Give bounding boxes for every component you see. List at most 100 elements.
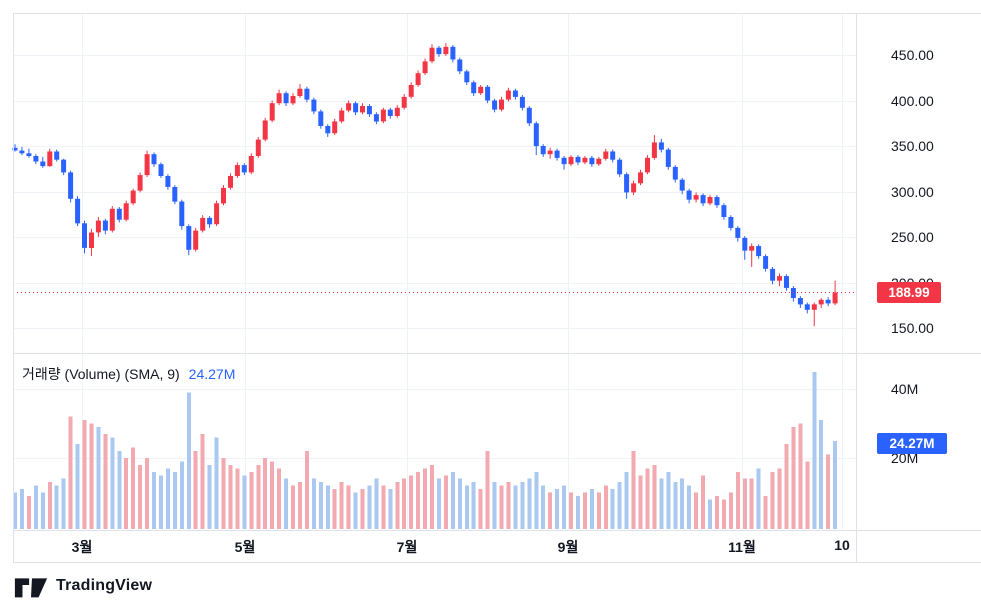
candle	[311, 97, 317, 115]
volume-bar	[548, 492, 553, 529]
volume-sma-badge-value: 24.27M	[889, 435, 935, 451]
candle	[464, 69, 470, 85]
candle	[742, 236, 748, 260]
tradingview-logo-link[interactable]: TradingView	[13, 574, 152, 598]
volume-bar	[374, 478, 379, 529]
candle	[519, 95, 525, 111]
volume-bar	[749, 478, 754, 529]
volume-bar	[235, 468, 240, 529]
volume-bar	[485, 451, 490, 529]
volume-bar	[54, 485, 59, 529]
candle	[818, 298, 824, 308]
volume-bar	[117, 451, 122, 529]
candle	[505, 87, 511, 102]
candle	[269, 100, 275, 123]
candle	[179, 199, 185, 230]
volume-bars	[13, 371, 838, 530]
candle	[82, 220, 87, 254]
volume-bar	[256, 464, 261, 529]
candle	[797, 296, 803, 308]
volume-bar	[506, 482, 511, 529]
volume-bar	[624, 471, 629, 529]
candle	[603, 148, 609, 161]
time-tick-label: 3월	[71, 539, 93, 555]
volume-bar	[499, 485, 504, 529]
volume-bar	[311, 478, 316, 529]
volume-bar	[701, 475, 706, 530]
candle	[61, 158, 67, 176]
candle	[645, 155, 650, 175]
candles	[12, 43, 838, 327]
candle	[248, 153, 254, 175]
time-tick-label: 7월	[396, 539, 418, 555]
pane-borders	[13, 13, 981, 563]
volume-bar	[562, 485, 567, 529]
volume-bar	[339, 482, 344, 529]
candle	[450, 45, 456, 63]
candle	[547, 147, 553, 159]
volume-bar	[277, 468, 282, 529]
candle	[554, 148, 560, 161]
volume-bar	[555, 489, 560, 529]
volume-bar	[138, 464, 143, 529]
candle	[40, 156, 46, 168]
candle	[825, 297, 831, 307]
candle	[47, 148, 53, 167]
candle	[255, 136, 261, 158]
volume-bar	[270, 461, 275, 529]
candle	[19, 146, 25, 156]
volume-bar	[228, 464, 233, 529]
candle	[693, 192, 699, 203]
price-tick-label: 450.00	[891, 47, 934, 63]
price-tick-label: 150.00	[891, 320, 934, 336]
candle	[158, 162, 164, 178]
volume-bar	[360, 489, 365, 529]
volume-bar	[193, 451, 198, 529]
volume-bar	[103, 433, 108, 529]
volume-bar	[242, 475, 247, 530]
volume-bar	[610, 489, 615, 529]
volume-indicator-legend[interactable]: 거래량 (Volume) (SMA, 9) 24.27M	[22, 364, 235, 384]
volume-bar	[318, 482, 323, 529]
candle	[624, 172, 630, 199]
volume-indicator-title[interactable]: 거래량 (Volume) (SMA, 9)	[22, 366, 180, 382]
candle	[790, 286, 796, 302]
volume-bar	[582, 492, 587, 529]
volume-bar	[332, 489, 337, 529]
volume-bar	[436, 478, 441, 529]
candle	[366, 104, 372, 117]
candle	[75, 196, 81, 227]
candle	[589, 156, 595, 167]
candle	[241, 163, 247, 176]
candle	[193, 227, 199, 252]
candle	[596, 156, 602, 166]
volume-bar	[165, 468, 170, 529]
candle	[770, 267, 776, 285]
candle	[617, 157, 623, 177]
candle	[353, 101, 359, 116]
volume-bar	[617, 482, 622, 529]
volume-bar	[833, 440, 838, 530]
candle	[200, 215, 206, 233]
volume-bar	[687, 485, 692, 529]
volume-bar	[721, 499, 726, 529]
candle	[276, 89, 282, 106]
candle	[380, 107, 386, 124]
candle	[346, 100, 352, 113]
volume-bar	[708, 499, 712, 529]
candle	[568, 155, 574, 166]
price-tick-label: 400.00	[891, 92, 934, 109]
candle	[95, 217, 101, 237]
volume-bar	[395, 482, 400, 529]
volume-bar	[742, 478, 747, 529]
candle	[686, 188, 692, 204]
price-tick-label: 300.00	[891, 183, 934, 200]
volume-bar	[471, 482, 476, 529]
candle	[540, 144, 546, 157]
volume-bar	[207, 464, 212, 529]
candle	[221, 185, 226, 206]
candle	[707, 195, 713, 206]
volume-bar	[152, 471, 156, 529]
